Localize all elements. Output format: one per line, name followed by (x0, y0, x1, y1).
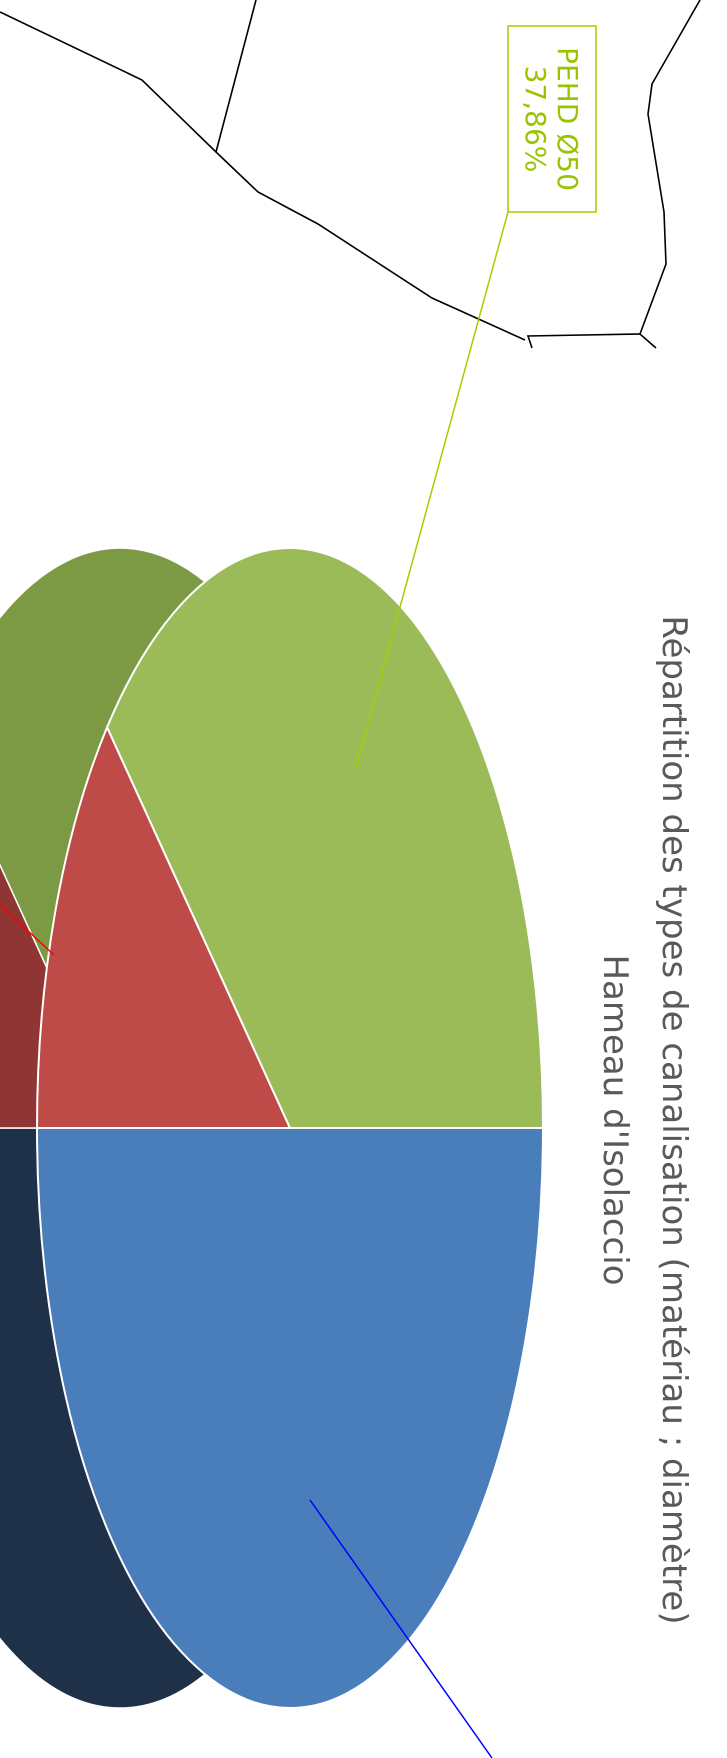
slice-percent-pehd: 37,86% (519, 66, 552, 173)
map-line-3 (528, 334, 656, 348)
map-line-4 (640, 0, 700, 334)
map-line-2 (216, 0, 256, 152)
slice-label-pehd: PEHD Ø50 (551, 47, 584, 191)
chart-title-line-1: Répartition des types de canalisation (m… (654, 615, 694, 1624)
pie-top-layer (37, 548, 543, 1708)
map-line-1 (0, 12, 525, 340)
data-label-pehd: PEHD Ø50 37,86% (508, 26, 596, 212)
chart-title-line-2: Hameau d'Isolaccio (595, 954, 635, 1285)
